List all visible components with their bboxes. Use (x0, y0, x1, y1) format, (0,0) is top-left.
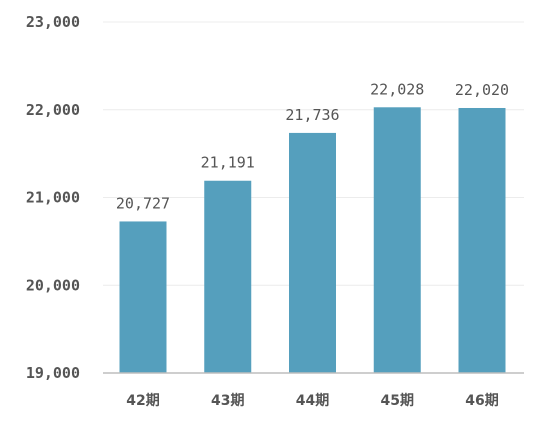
data-label: 21,191 (201, 154, 255, 172)
y-axis-tick-labels: 19,000 20,000 21,000 22,000 23,000 (26, 13, 80, 382)
data-label: 22,028 (370, 80, 424, 98)
x-tick-label: 42期 (126, 393, 159, 409)
y-tick-label: 23,000 (26, 13, 80, 31)
data-label: 20,727 (116, 194, 170, 212)
data-label: 22,020 (455, 81, 509, 99)
x-axis-category-labels: 42期 43期 44期 45期 46期 (126, 393, 498, 409)
y-tick-label: 22,000 (26, 101, 80, 119)
bars (119, 107, 506, 374)
data-label: 21,736 (285, 106, 339, 124)
y-tick-label: 19,000 (26, 364, 80, 382)
x-tick-label: 43期 (211, 393, 244, 409)
x-tick-label: 45期 (381, 393, 414, 409)
y-tick-label: 20,000 (26, 276, 80, 294)
bar (373, 107, 421, 373)
x-tick-label: 46期 (465, 393, 498, 409)
bar (289, 132, 336, 373)
bar (119, 221, 167, 373)
data-labels: 20,727 21,191 21,736 22,028 22,020 (116, 80, 509, 212)
y-tick-label: 21,000 (26, 189, 80, 207)
bar (458, 107, 506, 374)
x-tick-label: 44期 (296, 393, 329, 409)
bar (204, 180, 252, 373)
